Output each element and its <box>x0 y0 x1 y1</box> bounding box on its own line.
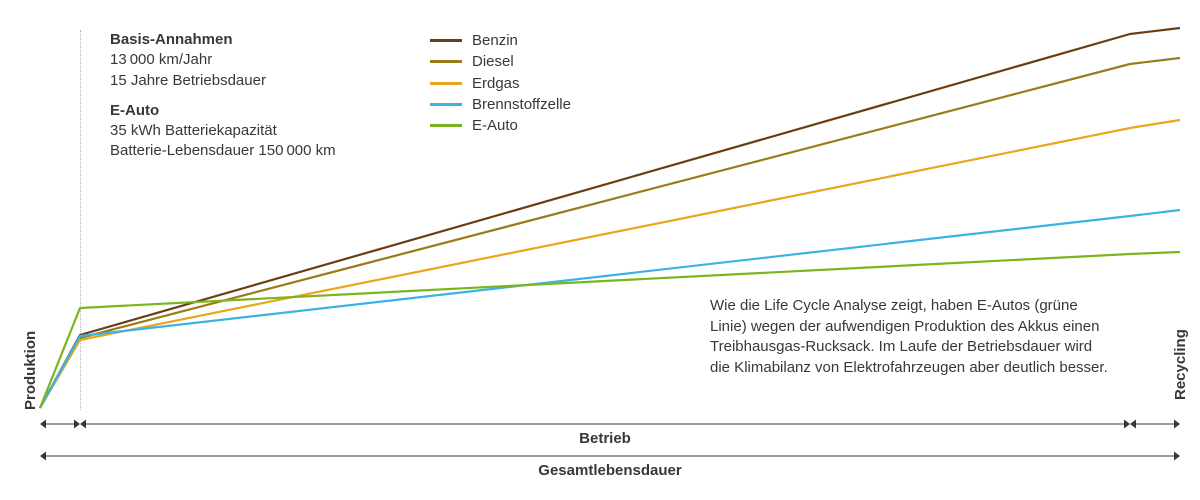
axis-label-betrieb: Betrieb <box>80 430 1130 447</box>
eauto-line1: 35 kWh Batteriekapazität <box>110 121 336 141</box>
phase-arrow-betrieb <box>80 420 1130 429</box>
axis-label-produktion: Produktion <box>22 331 39 410</box>
legend-item-erdgas: Erdgas <box>430 73 571 94</box>
phase-arrow-gesamt <box>40 452 1180 461</box>
legend-swatch-benzin <box>430 39 462 42</box>
legend-swatch-erdgas <box>430 82 462 85</box>
chart-container: Basis-Annahmen 13 000 km/Jahr 15 Jahre B… <box>0 0 1200 500</box>
assumptions-title: Basis-Annahmen <box>110 31 233 48</box>
legend-label: Brennstoffzelle <box>472 94 571 115</box>
axis-label-gesamt: Gesamtlebensdauer <box>40 462 1180 479</box>
eauto-line2: Batterie-Lebensdauer 150 000 km <box>110 141 336 161</box>
legend-swatch-diesel <box>430 60 462 63</box>
phase-arrow-produktion <box>40 420 80 429</box>
legend-item-eauto: E-Auto <box>430 115 571 136</box>
legend-label: Erdgas <box>472 73 520 94</box>
legend-label: E-Auto <box>472 115 518 136</box>
legend-label: Diesel <box>472 51 514 72</box>
legend-swatch-brennstoffzelle <box>430 103 462 106</box>
assumptions-line1: 13 000 km/Jahr <box>110 50 336 70</box>
legend-swatch-eauto <box>430 124 462 127</box>
legend-item-brennstoffzelle: Brennstoffzelle <box>430 94 571 115</box>
legend: Benzin Diesel Erdgas Brennstoffzelle E-A… <box>430 30 571 136</box>
phase-arrow-recycling <box>1130 420 1180 429</box>
assumptions-line2: 15 Jahre Betriebsdauer <box>110 71 336 91</box>
eauto-title: E-Auto <box>110 102 159 119</box>
explanation-text: Wie die Life Cycle Analyse zeigt, haben … <box>710 296 1110 379</box>
assumptions-block: Basis-Annahmen 13 000 km/Jahr 15 Jahre B… <box>110 30 336 162</box>
legend-item-diesel: Diesel <box>430 51 571 72</box>
legend-item-benzin: Benzin <box>430 30 571 51</box>
legend-label: Benzin <box>472 30 518 51</box>
axis-label-recycling: Recycling <box>1172 329 1189 400</box>
